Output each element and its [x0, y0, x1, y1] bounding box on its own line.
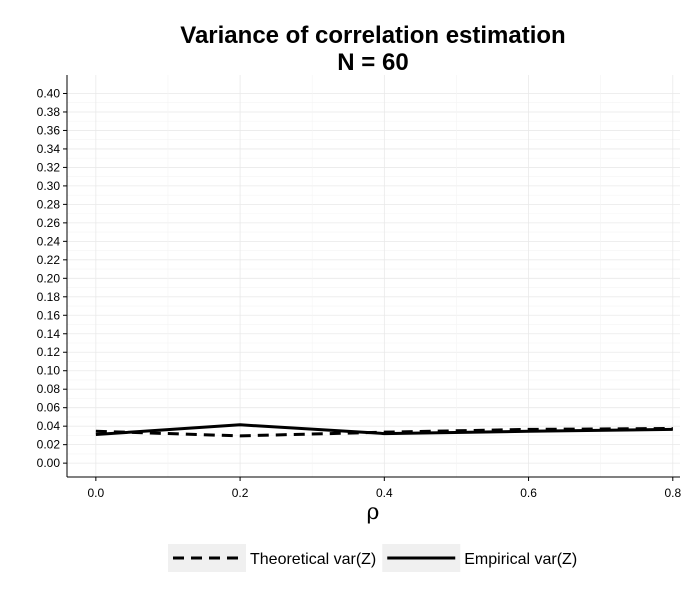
x-tick-label: 0.8 — [664, 486, 681, 500]
y-axis-ticks: 0.00 0.02 0.04 0.06 0.08 0.10 0.12 0.14 0.16 0.18… — [37, 86, 67, 470]
y-tick-label: 0.22 — [37, 253, 61, 267]
y-tick-label: 0.00 — [37, 456, 61, 470]
y-tick-label: 0.28 — [37, 197, 61, 211]
x-tick-label: 0.4 — [376, 486, 393, 500]
legend: Theoretical var(Z) Empirical var(Z) — [168, 544, 577, 572]
legend-label: Theoretical var(Z) — [250, 551, 376, 568]
legend-item: Theoretical var(Z) — [168, 544, 376, 572]
empirical-series-line — [95, 423, 673, 436]
y-tick-label: 0.16 — [37, 308, 61, 322]
y-tick-label: 0.10 — [37, 364, 61, 378]
legend-item: Empirical var(Z) — [382, 544, 577, 572]
y-tick-label: 0.40 — [37, 86, 61, 100]
y-tick-label: 0.32 — [37, 160, 61, 174]
legend-label: Empirical var(Z) — [464, 551, 577, 568]
x-tick-label: 0.2 — [232, 486, 249, 500]
x-tick-label: 0.6 — [520, 486, 537, 500]
chart-subtitle: N = 60 — [337, 49, 408, 76]
y-tick-label: 0.38 — [37, 105, 61, 119]
y-tick-label: 0.18 — [37, 290, 61, 304]
y-tick-label: 0.34 — [37, 142, 61, 156]
y-tick-label: 0.30 — [37, 179, 61, 193]
x-tick-label: 0.0 — [88, 486, 105, 500]
chart-title: Variance of correlation estimation — [180, 22, 565, 49]
y-tick-label: 0.12 — [37, 345, 61, 359]
y-tick-label: 0.36 — [37, 123, 61, 137]
y-tick-label: 0.02 — [37, 438, 61, 452]
y-tick-label: 0.14 — [37, 327, 61, 341]
y-tick-label: 0.24 — [37, 234, 61, 248]
y-tick-label: 0.06 — [37, 401, 61, 415]
axes — [66, 75, 680, 478]
gridlines — [67, 75, 680, 477]
y-tick-label: 0.20 — [37, 271, 61, 285]
y-tick-label: 0.04 — [37, 419, 61, 433]
x-axis-ticks: 0.0 0.2 0.4 0.6 0.8 — [88, 477, 681, 500]
y-tick-label: 0.08 — [37, 382, 61, 396]
x-axis-label: ρ — [367, 500, 380, 525]
y-tick-label: 0.26 — [37, 216, 61, 230]
plot-lines — [95, 423, 673, 438]
